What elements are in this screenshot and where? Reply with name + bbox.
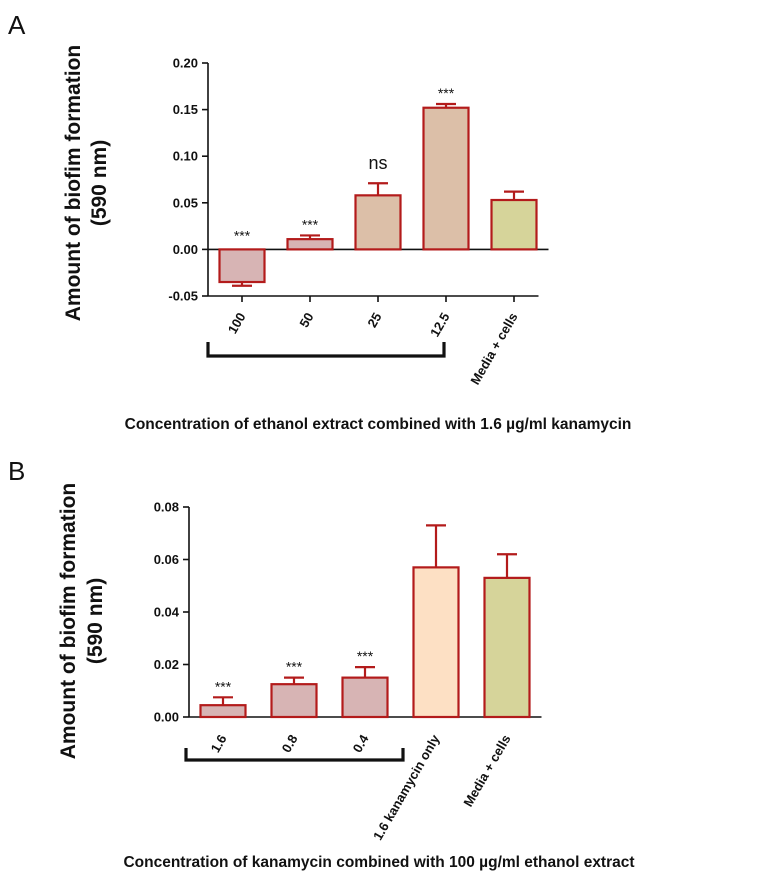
y-tick-label: 0.04	[154, 605, 180, 620]
category-label: 12.5	[427, 310, 453, 339]
significance-label: ***	[438, 85, 455, 101]
y-tick-label: 0.20	[173, 56, 198, 71]
panel-a-xlabel: Concentration of ethanol extract combine…	[125, 416, 632, 433]
panel-b-letter: B	[8, 456, 25, 486]
panel-b-ylabel: Amount of biofim formation	[57, 483, 80, 759]
category-label: 1.6 kanamycin only	[370, 731, 443, 842]
category-label: Media + cells	[467, 310, 520, 387]
y-tick-label: 0.10	[173, 149, 198, 164]
y-tick-label: 0.05	[173, 195, 198, 210]
significance-label: ***	[302, 216, 319, 232]
bar-media-cells	[483, 576, 531, 719]
category-label: 50	[296, 310, 316, 330]
category-label: 0.8	[279, 732, 301, 755]
bar-1-6	[199, 704, 247, 719]
category-label: 1.6	[208, 732, 230, 755]
group-bracket	[206, 342, 446, 358]
category-label: 0.4	[350, 731, 372, 755]
significance-label: ***	[234, 227, 251, 243]
bar-0-4	[341, 676, 389, 719]
y-tick-label: 0.15	[173, 102, 198, 117]
bar-1-6-kanamycin-only	[412, 566, 460, 719]
bar-12-5	[422, 106, 470, 251]
panel-b-plot: 0.08 0.06 0.04 0.02 0.00 *** 1.6 *** 0.8 *** 0.41.…	[154, 500, 542, 843]
significance-label: ***	[357, 648, 374, 664]
bar-25	[354, 194, 402, 251]
bar-media-cells	[490, 198, 538, 251]
panel-a-letter: A	[8, 10, 26, 40]
significance-label: ns	[368, 153, 387, 173]
y-tick-label: 0.02	[154, 657, 179, 672]
bar-100	[218, 248, 266, 284]
y-tick-label: 0.06	[154, 552, 179, 567]
significance-label: ***	[215, 678, 232, 694]
y-tick-label: 0.08	[154, 500, 179, 515]
panel-b-xlabel: Concentration of kanamycin combined with…	[123, 854, 634, 871]
category-label: 100	[225, 310, 249, 336]
group-bracket	[184, 748, 405, 762]
category-label: 25	[364, 310, 384, 330]
y-tick-label: 0.00	[173, 242, 198, 257]
y-tick-label: -0.05	[168, 289, 198, 304]
panel-a-ylabel: Amount of biofim formation	[62, 45, 85, 321]
panel-b-ylabel-unit: (590 nm)	[84, 578, 107, 664]
y-tick-label: 0.00	[154, 710, 179, 725]
panel-a-ylabel-unit: (590 nm)	[88, 140, 111, 226]
bar-0-8	[270, 683, 318, 719]
bar-50	[286, 238, 334, 251]
significance-label: ***	[286, 659, 303, 675]
panel-a-plot: 0.20 0.15 0.10 0.05 0.00 -0.05 *** 100 *** 50 ns 25…	[168, 56, 549, 387]
category-label: Media + cells	[460, 732, 513, 809]
